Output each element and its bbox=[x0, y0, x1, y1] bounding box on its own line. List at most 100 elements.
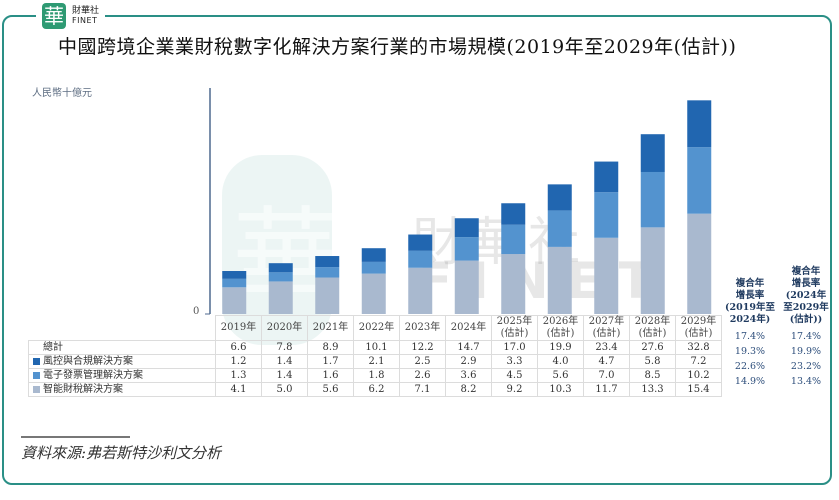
data-label: 5.0 bbox=[261, 382, 308, 397]
category-label-line: (估計) bbox=[638, 328, 667, 339]
bar-segment-smart bbox=[594, 237, 619, 314]
category-label: 2024年 bbox=[445, 315, 492, 341]
cagr-value: 19.9% bbox=[790, 346, 822, 357]
bar-segment-einvoice bbox=[687, 147, 712, 214]
total-value: 17.0 bbox=[491, 340, 538, 355]
data-label: 11.7 bbox=[583, 382, 630, 397]
chart-title: 中國跨境企業業財稅數字化解決方案行業的市場規模(2019年至2029年(估計)) bbox=[58, 36, 737, 58]
cagr-header-line: (2019年至 bbox=[725, 302, 775, 313]
category-label-line: (估計) bbox=[592, 328, 621, 339]
table-row-einvoice: 電子發票管理解決方案 1.3 1.4 1.6 1.8 2.6 3.6 4.5 5.6 7.0 8.5… bbox=[28, 368, 722, 383]
data-label: 7.1 bbox=[399, 382, 446, 397]
category-label-line: 2025年 bbox=[496, 316, 533, 327]
bar-segment-smart bbox=[268, 281, 293, 314]
logo-en: FINET bbox=[72, 16, 98, 25]
bar-segment-einvoice bbox=[547, 210, 572, 247]
data-label: 6.2 bbox=[353, 382, 400, 397]
cagr-2024-2029-column: 複合年 增長率 (2024年 至2029年 (估計)) 17.4% 19.9% 23.2% 13… bbox=[778, 266, 834, 389]
finet-logo: 華 財華社 FINET bbox=[36, 2, 106, 30]
bar-segment-risk bbox=[408, 234, 433, 251]
category-label: 2022年 bbox=[353, 315, 400, 341]
legend-label: 智能財稅解決方案 bbox=[43, 383, 123, 395]
total-value: 8.9 bbox=[307, 340, 354, 355]
data-label: 15.4 bbox=[675, 382, 722, 397]
bar-segment-smart bbox=[408, 267, 433, 314]
category-label: 2025年 (估計) bbox=[491, 315, 538, 341]
data-label: 1.8 bbox=[353, 368, 400, 383]
bar-segment-einvoice bbox=[315, 267, 340, 278]
bar-segment-risk bbox=[594, 161, 619, 193]
cagr-header-line: 增長率 bbox=[735, 290, 765, 301]
bar-segment-risk bbox=[687, 100, 712, 148]
legend-swatch-risk bbox=[33, 357, 40, 365]
data-label: 5.6 bbox=[307, 382, 354, 397]
category-label-line: (估計) bbox=[500, 328, 529, 339]
data-label: 8.5 bbox=[629, 368, 676, 383]
cagr-2019-2024-column: 複合年 增長率 (2019年至 2024年) 17.4% 19.3% 22.6% 14.9% bbox=[722, 278, 778, 389]
bar-segment-smart bbox=[640, 227, 665, 314]
cagr-header-line: 增長率 bbox=[791, 278, 821, 289]
data-label: 7.0 bbox=[583, 368, 630, 383]
data-label: 10.3 bbox=[537, 382, 584, 397]
category-label-line: 2021年 bbox=[312, 322, 349, 333]
data-label: 7.2 bbox=[675, 354, 722, 369]
data-label: 8.2 bbox=[445, 382, 492, 397]
data-label: 5.6 bbox=[537, 368, 584, 383]
row-label-risk: 風控與合規解決方案 bbox=[28, 354, 216, 369]
bar-segment-einvoice bbox=[594, 192, 619, 238]
category-label: 2028年 (估計) bbox=[629, 315, 676, 341]
data-label: 9.2 bbox=[491, 382, 538, 397]
bar-segment-einvoice bbox=[408, 250, 433, 268]
source-divider bbox=[21, 436, 130, 438]
row-label-text: 總計 bbox=[43, 341, 63, 353]
total-value: 6.6 bbox=[215, 340, 262, 355]
legend-swatch-smart bbox=[33, 385, 40, 393]
legend-label: 電子發票管理解決方案 bbox=[43, 369, 143, 381]
bar-segment-risk bbox=[268, 263, 293, 273]
bar-segment-risk bbox=[547, 184, 572, 211]
total-value: 19.9 bbox=[537, 340, 584, 355]
cagr-value: 23.2% bbox=[790, 361, 822, 372]
total-value: 32.8 bbox=[675, 340, 722, 355]
data-label: 13.3 bbox=[629, 382, 676, 397]
bar-segment-einvoice bbox=[640, 171, 665, 228]
total-value: 23.4 bbox=[583, 340, 630, 355]
data-label: 1.2 bbox=[215, 354, 262, 369]
cagr-header-line: 至2029年 bbox=[783, 302, 829, 313]
category-label: 2026年 (估計) bbox=[537, 315, 584, 341]
data-label: 1.3 bbox=[215, 368, 262, 383]
bar-segment-risk bbox=[315, 256, 340, 268]
category-label-line: 2027年 bbox=[588, 316, 625, 327]
cagr-value: 17.4% bbox=[734, 331, 766, 342]
legend-swatch-einvoice bbox=[33, 371, 40, 379]
data-label: 3.3 bbox=[491, 354, 538, 369]
category-label: 2019年 bbox=[215, 315, 262, 341]
bar-segment-smart bbox=[315, 277, 340, 314]
bar-segment-einvoice bbox=[268, 272, 293, 282]
bar-segment-risk bbox=[222, 271, 247, 279]
bar-segment-einvoice bbox=[222, 278, 247, 288]
data-label: 2.9 bbox=[445, 354, 492, 369]
cagr-value: 19.3% bbox=[734, 346, 766, 357]
bar-segment-smart bbox=[687, 213, 712, 314]
chart-frame bbox=[2, 15, 832, 485]
table-corner bbox=[28, 315, 216, 341]
bar-segment-einvoice bbox=[501, 224, 526, 255]
category-label-line: 2028年 bbox=[634, 316, 671, 327]
bar-segment-smart bbox=[454, 260, 479, 314]
bar-segment-smart bbox=[547, 246, 572, 314]
cagr-header-line: (2024年 bbox=[785, 290, 827, 301]
total-value: 10.1 bbox=[353, 340, 400, 355]
total-value: 7.8 bbox=[261, 340, 308, 355]
category-label-line: 2019年 bbox=[220, 322, 257, 333]
category-label-line: 2029年 bbox=[680, 316, 717, 327]
bar-segment-risk bbox=[640, 134, 665, 172]
total-value: 27.6 bbox=[629, 340, 676, 355]
cagr-value: 13.4% bbox=[790, 376, 822, 387]
bar-segment-smart bbox=[222, 287, 247, 314]
data-label: 4.1 bbox=[215, 382, 262, 397]
data-label: 1.7 bbox=[307, 354, 354, 369]
bar-segment-risk bbox=[361, 248, 386, 262]
cagr-header: 複合年 增長率 (2024年 至2029年 (估計)) bbox=[778, 266, 834, 326]
